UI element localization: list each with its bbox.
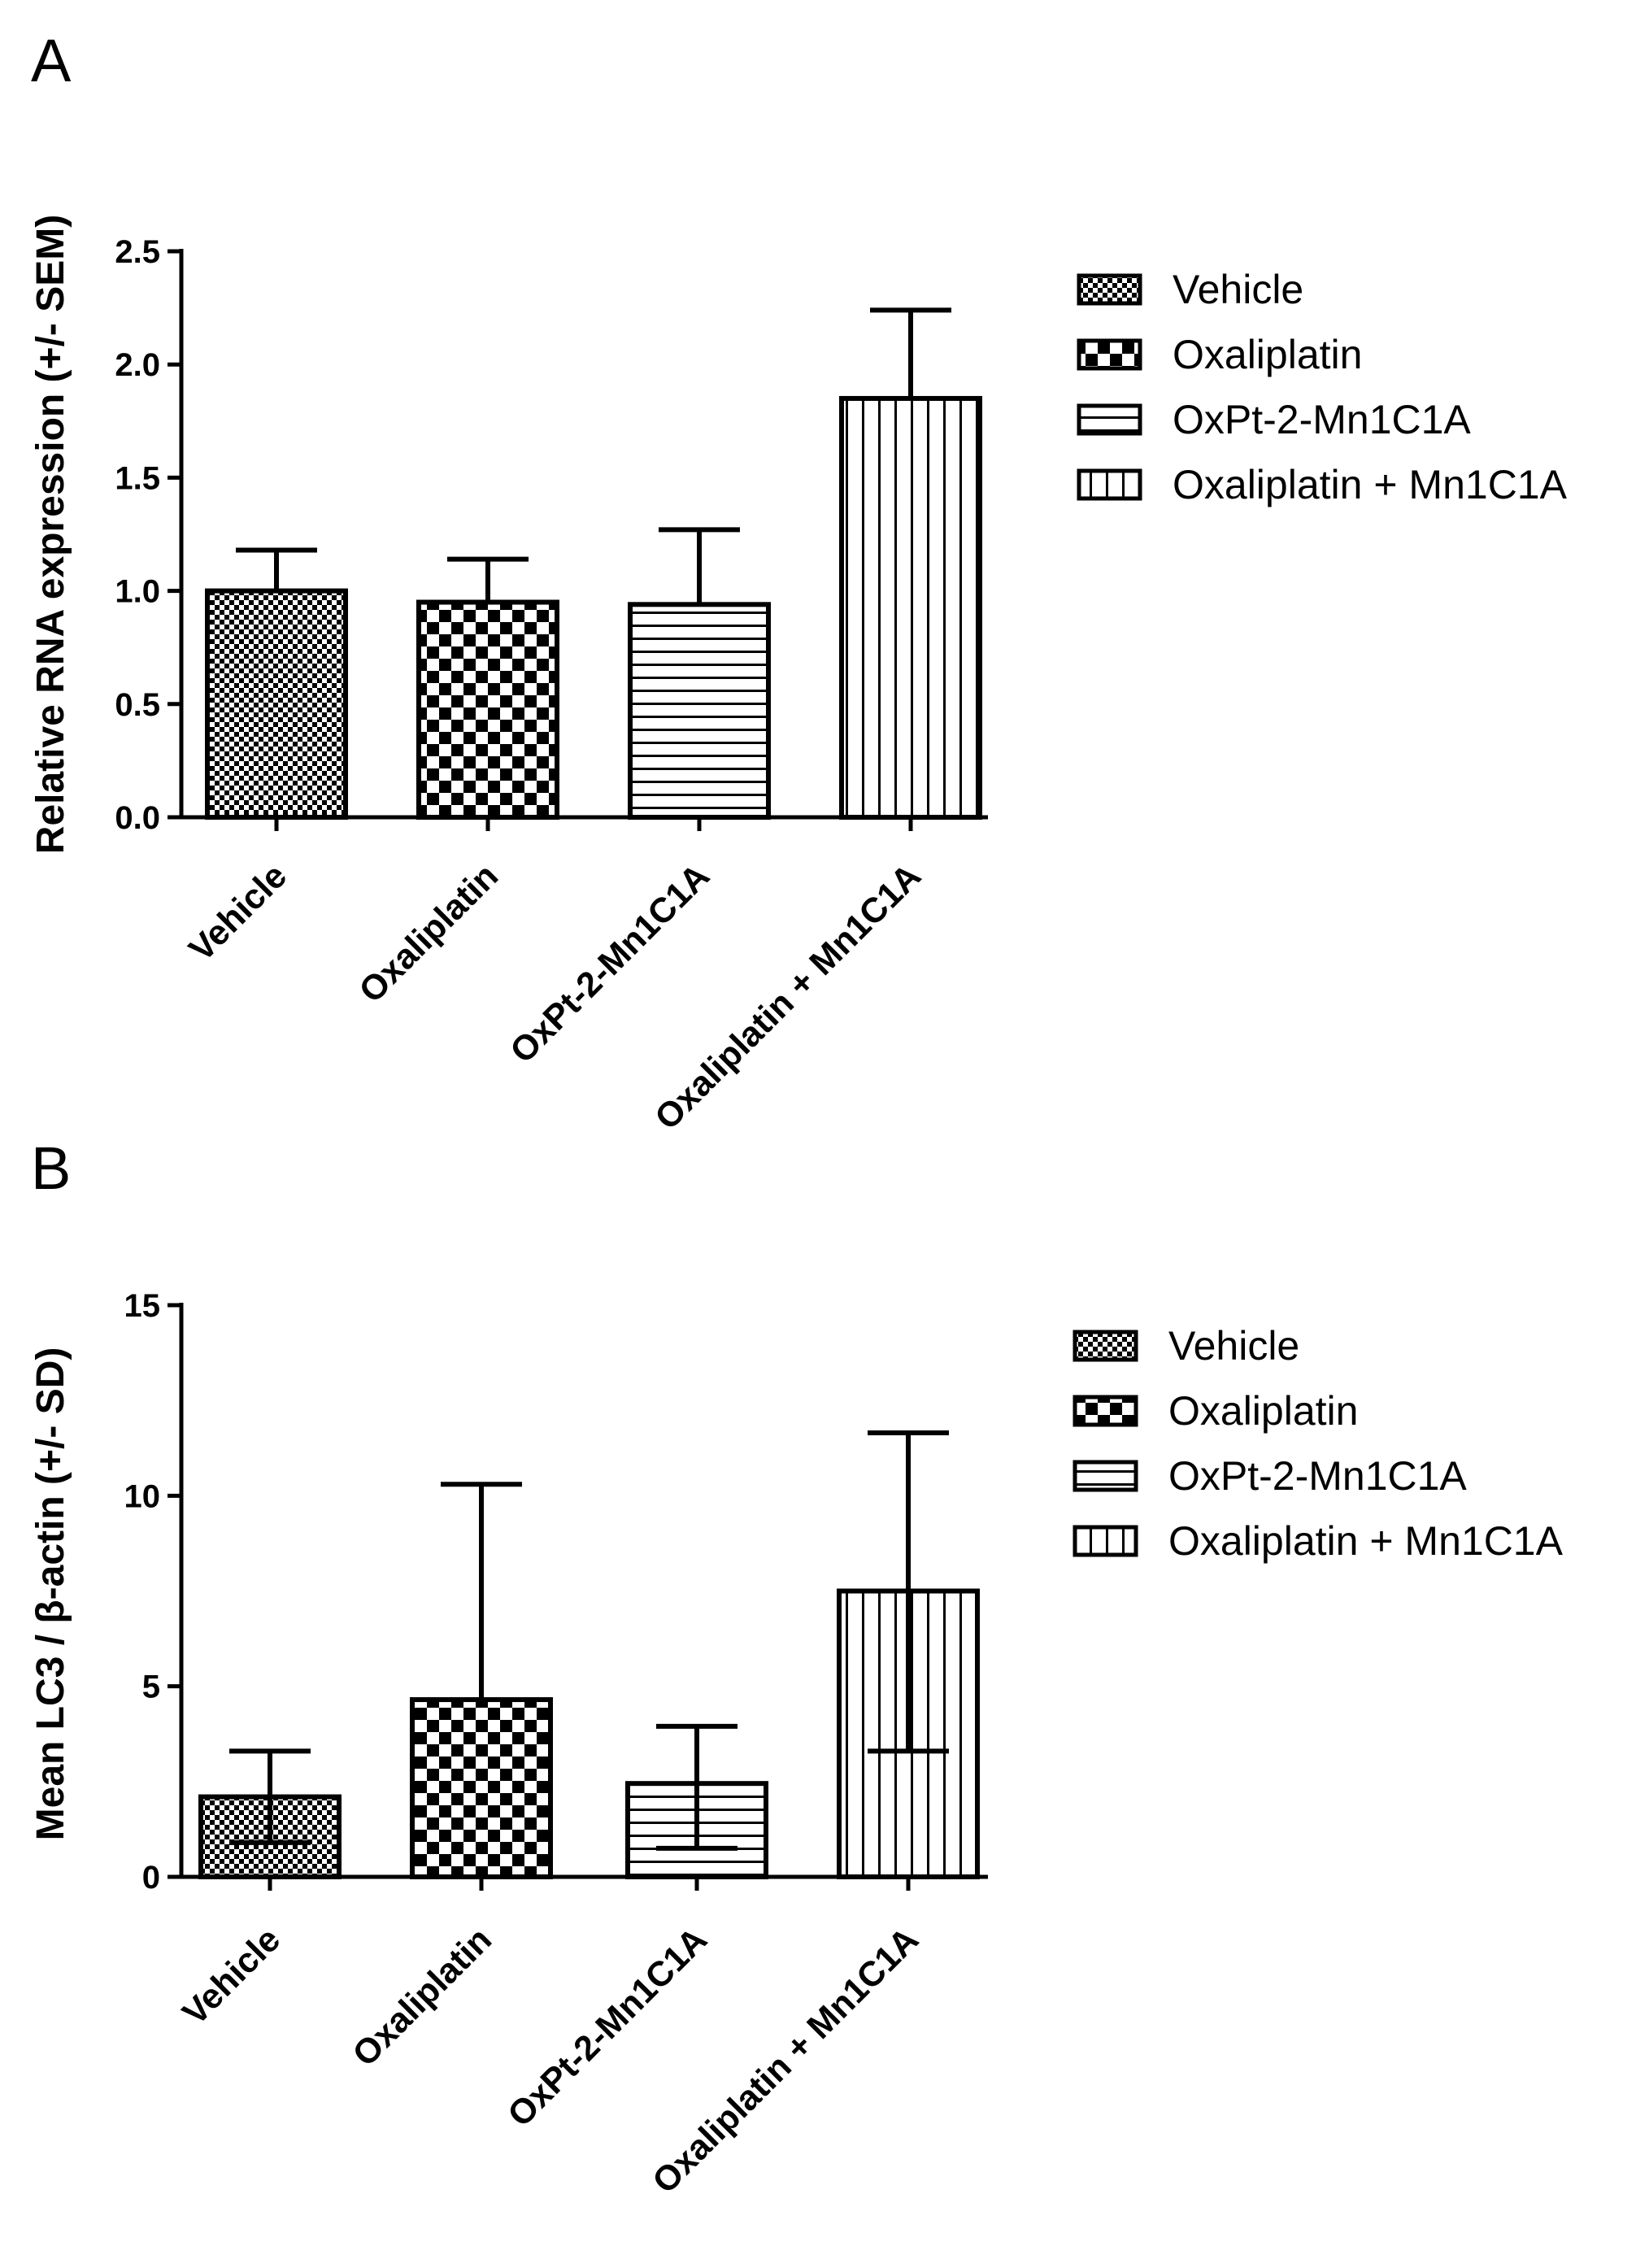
legend-label-vehicle: Vehicle [1173, 267, 1303, 312]
legend-label-oxaliplatin: Oxaliplatin [1168, 1388, 1358, 1434]
legend-swatch-vehicle [1073, 1330, 1138, 1362]
legend-label-oxaliplatin: Oxaliplatin [1173, 332, 1362, 377]
y-axis-label: Mean LC3 / β-actin (+/- SD) [29, 1347, 72, 1841]
bar-vehicle [205, 588, 348, 820]
panel-a: A Relative RNA expression (+/- SEM) 0.0 0.5… [29, 27, 1568, 1138]
legend-label-oxpt-2-mn1c1a: OxPt-2-Mn1C1A [1173, 397, 1471, 442]
y-tick-label: 0 [142, 1860, 160, 1896]
x-tick-label-oxpt-2-mn1c1a: OxPt-2-Mn1C1A [503, 856, 717, 1071]
legend-swatch-oxaliplatin-mn1c1a [1073, 1525, 1138, 1557]
y-tick-label: 2.0 [115, 347, 160, 383]
y-tick-label: 15 [124, 1288, 161, 1324]
legend-swatch-oxaliplatin-mn1c1a [1077, 468, 1142, 501]
y-tick-label: 10 [124, 1478, 161, 1514]
bar-oxpt-2-mn1c1a [628, 602, 771, 821]
legend-label-oxaliplatin-mn1c1a: Oxaliplatin + Mn1C1A [1173, 462, 1568, 507]
x-tick-label-oxaliplatin: Oxaliplatin [346, 1920, 499, 2074]
legend-label-oxaliplatin-mn1c1a: Oxaliplatin + Mn1C1A [1168, 1518, 1564, 1564]
x-tick-label-oxpt-2-mn1c1a: OxPt-2-Mn1C1A [500, 1920, 715, 2135]
y-tick-label: 5 [142, 1669, 160, 1705]
bar-oxaliplatin [416, 599, 559, 821]
y-tick-label: 0.5 [115, 687, 160, 723]
y-tick-label: 2.5 [115, 234, 160, 270]
legend-label-oxpt-2-mn1c1a: OxPt-2-Mn1C1A [1168, 1453, 1467, 1499]
legend-swatch-oxpt-2-mn1c1a [1073, 1460, 1138, 1492]
x-tick-label-vehicle: Vehicle [181, 856, 294, 969]
panel-label: A [31, 27, 72, 94]
bar-oxaliplatin-mn1c1a [839, 395, 982, 820]
y-tick-label: 0.0 [115, 800, 160, 836]
y-axis-label: Relative RNA expression (+/- SEM) [29, 215, 72, 854]
y-tick-label: 1.5 [115, 460, 160, 496]
legend-swatch-vehicle [1077, 273, 1142, 306]
panel-label: B [31, 1134, 71, 1202]
legend-swatch-oxaliplatin [1077, 338, 1142, 371]
x-tick-label-oxaliplatin: Oxaliplatin [352, 856, 506, 1010]
bar-oxaliplatin [410, 1697, 553, 1880]
panel-b: B Mean LC3 / β-actin (+/- SD) 0 5 10 15 Vehicl… [29, 1134, 1564, 2201]
legend-swatch-oxaliplatin [1073, 1395, 1138, 1427]
legend-label-vehicle: Vehicle [1168, 1323, 1299, 1369]
x-tick-label-vehicle: Vehicle [175, 1920, 288, 2033]
y-tick-label: 1.0 [115, 574, 160, 610]
legend-swatch-oxpt-2-mn1c1a [1077, 403, 1142, 436]
